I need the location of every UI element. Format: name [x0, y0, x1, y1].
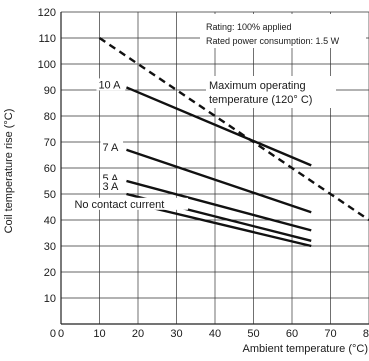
rating-line-1: Rating: 100% applied — [206, 22, 292, 32]
max-temp-line-1: Maximum operating — [209, 80, 306, 92]
max-temp-line-2: temperature (120° C) — [209, 94, 312, 106]
x-tick-label: 0 — [58, 328, 64, 340]
series-label: 7 A — [102, 142, 119, 154]
x-tick-label: 20 — [132, 328, 144, 340]
y-tick-label: 50 — [44, 189, 56, 201]
series-labels: 10 A7 A5 A3 ANo contact current — [72, 78, 189, 211]
max-temp-dashed-line — [98, 37, 369, 221]
y-tick-label: 80 — [44, 111, 56, 123]
y-tick-label: 30 — [44, 241, 56, 253]
x-tick-label: 10 — [93, 328, 105, 340]
rating-line-2: Rated power consumption: 1.5 W — [206, 36, 340, 46]
y-tick-label: 20 — [44, 267, 56, 279]
series-label: No contact current — [74, 199, 164, 211]
x-tick-label: 70 — [324, 328, 336, 340]
y-tick-label: 40 — [44, 215, 56, 227]
x-tick-label: 80 — [363, 328, 369, 340]
x-tick-label: 40 — [209, 328, 221, 340]
series-label-background — [100, 180, 124, 192]
series-label: 3 A — [102, 181, 119, 193]
y-tick-label: 120 — [38, 7, 56, 19]
series-label-background — [72, 197, 189, 210]
y-tick-label: 100 — [38, 59, 56, 71]
series-line — [126, 148, 312, 214]
x-tick-label: 60 — [286, 328, 298, 340]
y-tick-label: 110 — [38, 33, 56, 45]
axes: 0 10 20 30 40 50 60 70 80 10 20 30 40 50 60 70 80 90 100 11… — [38, 7, 369, 340]
max-temp-label-background — [206, 76, 336, 108]
x-tick-label: 30 — [170, 328, 182, 340]
y-tick-label: 0 — [50, 328, 56, 340]
grid-lines — [61, 11, 369, 324]
y-tick-label: 70 — [44, 137, 56, 149]
y-tick-label: 90 — [44, 85, 56, 97]
series-label: 10 A — [98, 79, 121, 91]
y-tick-label: 10 — [44, 293, 56, 305]
x-axis-title: Ambient temperature (°C) — [243, 343, 368, 355]
series-label-background — [96, 78, 126, 91]
x-tick-label: 50 — [247, 328, 259, 340]
rating-box-background — [200, 14, 366, 48]
series-line — [126, 179, 312, 232]
data-series — [98, 37, 369, 248]
y-tick-label: 60 — [44, 163, 56, 175]
series-label-background — [100, 140, 124, 153]
series-line — [125, 86, 312, 167]
y-axis-title: Coil temperature rise (°C) — [3, 109, 15, 234]
